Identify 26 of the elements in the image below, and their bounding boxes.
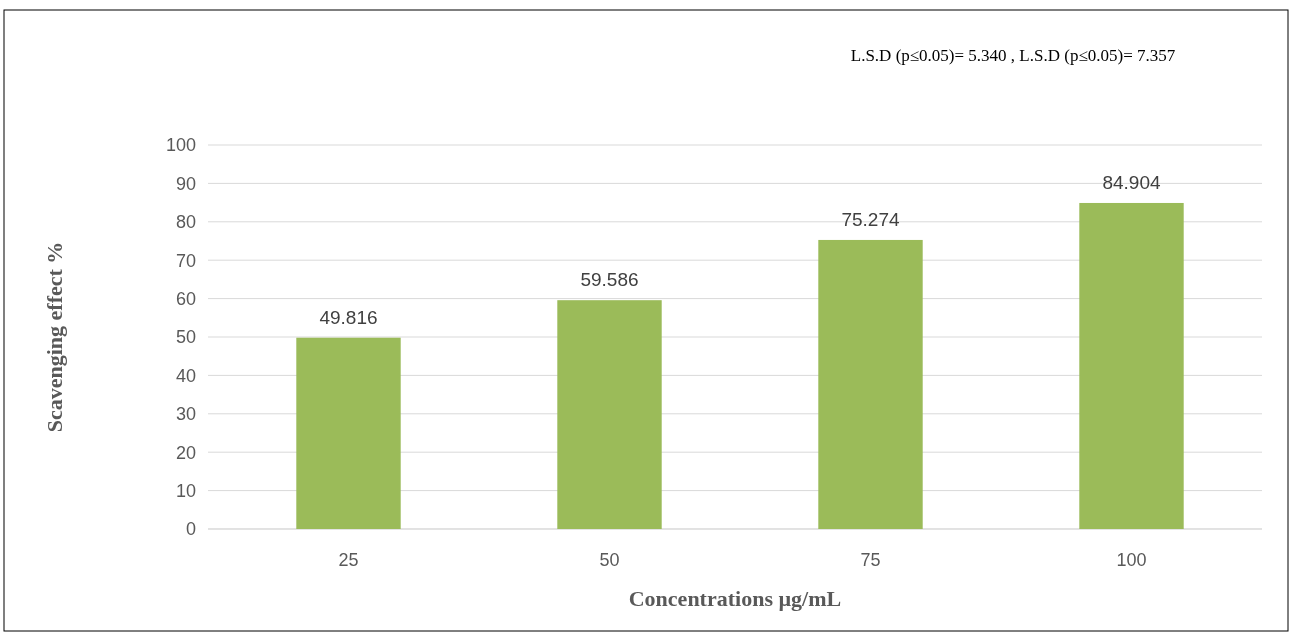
bar bbox=[557, 300, 662, 529]
y-tick-label: 60 bbox=[175, 288, 196, 309]
y-tick-label: 70 bbox=[175, 250, 196, 271]
data-label: 84.904 bbox=[1102, 171, 1161, 193]
x-tick-label: 75 bbox=[860, 550, 881, 570]
y-tick-label: 30 bbox=[175, 404, 196, 425]
x-tick-label: 100 bbox=[1116, 550, 1147, 570]
data-label: 49.816 bbox=[319, 306, 378, 328]
bar bbox=[1079, 202, 1184, 529]
y-tick-label: 10 bbox=[175, 480, 196, 501]
x-axis-title: Concentrations µg/mL bbox=[628, 586, 842, 611]
x-tick-label: 25 bbox=[338, 550, 359, 570]
y-tick-label: 40 bbox=[175, 365, 196, 386]
bar bbox=[296, 337, 401, 529]
x-tick-label: 50 bbox=[599, 550, 620, 570]
y-tick-label: 0 bbox=[185, 519, 196, 540]
y-axis-title: Scavenging effect % bbox=[42, 241, 67, 433]
y-tick-label: 90 bbox=[175, 173, 196, 194]
y-tick-label: 80 bbox=[175, 212, 196, 233]
y-tick-label: 50 bbox=[175, 327, 196, 348]
bar bbox=[818, 239, 923, 529]
y-tick-label: 100 bbox=[165, 135, 196, 156]
data-label: 59.586 bbox=[580, 269, 639, 291]
data-label: 75.274 bbox=[841, 208, 900, 230]
y-tick-label: 20 bbox=[175, 442, 196, 463]
text: L.S.D (p≤0.05)= 5.340 , L.S.D (p≤0.05)= 7.357 bbox=[850, 46, 1176, 65]
